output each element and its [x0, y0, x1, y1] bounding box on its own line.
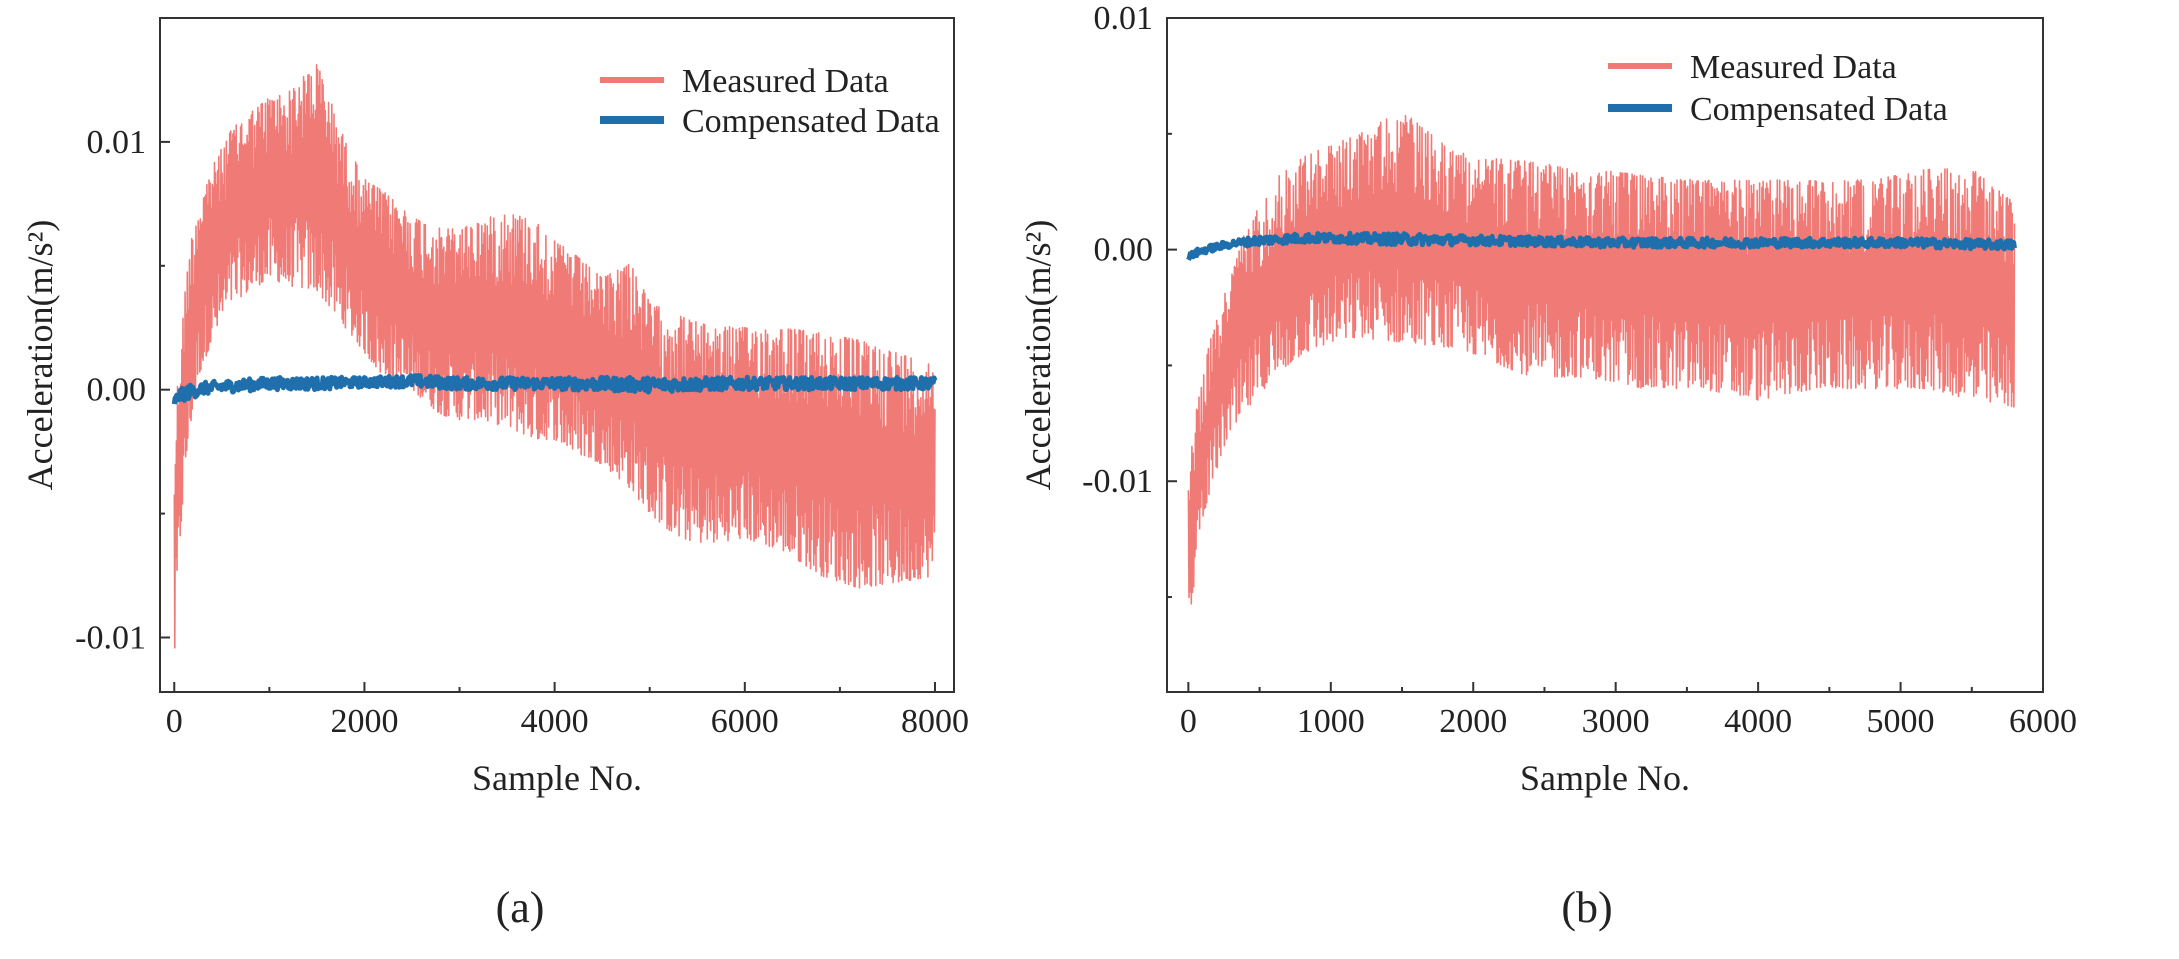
x-tick-label-a: 0 [166, 703, 183, 740]
x-tick-label-b: 2000 [1439, 703, 1507, 740]
plot-area-b [1186, 114, 2017, 605]
series-measured-data-b [1187, 114, 2016, 605]
series-compensated-data-a [171, 373, 938, 405]
chart-panel-a: 0 2000 4000 6000 8000 -0.01 0.00 0.01 Sample No… [20, 17, 969, 932]
y-tick-label-a: -0.01 [75, 619, 146, 656]
x-tick-label-b: 1000 [1297, 703, 1365, 740]
y-tick-label-a: 0.00 [87, 372, 147, 409]
x-tick-label-a: 6000 [711, 703, 779, 740]
plot-area-a [171, 64, 938, 649]
legend-a: Measured Data Compensated Data [600, 63, 940, 140]
x-axis-label-a: Sample No. [472, 758, 642, 798]
plot-frame-b [1166, 17, 2044, 693]
x-tick-label-a: 2000 [330, 703, 398, 740]
x-tick-label-b: 0 [1180, 703, 1197, 740]
legend-b: Measured Data Compensated Data [1608, 49, 1948, 128]
legend-label-measured-b: Measured Data [1690, 49, 1897, 86]
plot-frame-a [159, 17, 955, 693]
y-axis-label-b: Acceleration(m/s²) [1018, 220, 1058, 491]
legend-label-compensated-b: Compensated Data [1690, 91, 1948, 128]
ticks-b: 0 1000 2000 3000 4000 5000 6000 -0.01 0.00 0.01 [1082, 0, 2077, 740]
legend-label-compensated-a: Compensated Data [682, 103, 940, 140]
y-tick-label-b: -0.01 [1082, 463, 1153, 500]
panel-label-a: (a) [496, 883, 545, 932]
y-tick-label-b: 0.01 [1094, 0, 1154, 37]
series-compensated-data-b [1186, 230, 2017, 262]
legend-label-measured-a: Measured Data [682, 63, 889, 100]
series-measured-data-a [173, 64, 936, 649]
y-tick-label-a: 0.01 [87, 124, 147, 161]
y-axis-label-a: Acceleration(m/s²) [20, 220, 60, 491]
x-tick-label-b: 5000 [1867, 703, 1935, 740]
x-tick-label-a: 8000 [901, 703, 969, 740]
x-tick-label-b: 4000 [1724, 703, 1792, 740]
y-tick-label-b: 0.00 [1094, 232, 1154, 269]
x-tick-label-b: 6000 [2009, 703, 2077, 740]
x-tick-label-b: 3000 [1582, 703, 1650, 740]
chart-panel-b: 0 1000 2000 3000 4000 5000 6000 -0.01 0.00 0.01 S… [1018, 0, 2077, 932]
panel-label-b: (b) [1561, 883, 1612, 932]
ticks-a: 0 2000 4000 6000 8000 -0.01 0.00 0.01 [75, 17, 969, 740]
x-tick-label-a: 4000 [521, 703, 589, 740]
x-axis-label-b: Sample No. [1520, 758, 1690, 798]
